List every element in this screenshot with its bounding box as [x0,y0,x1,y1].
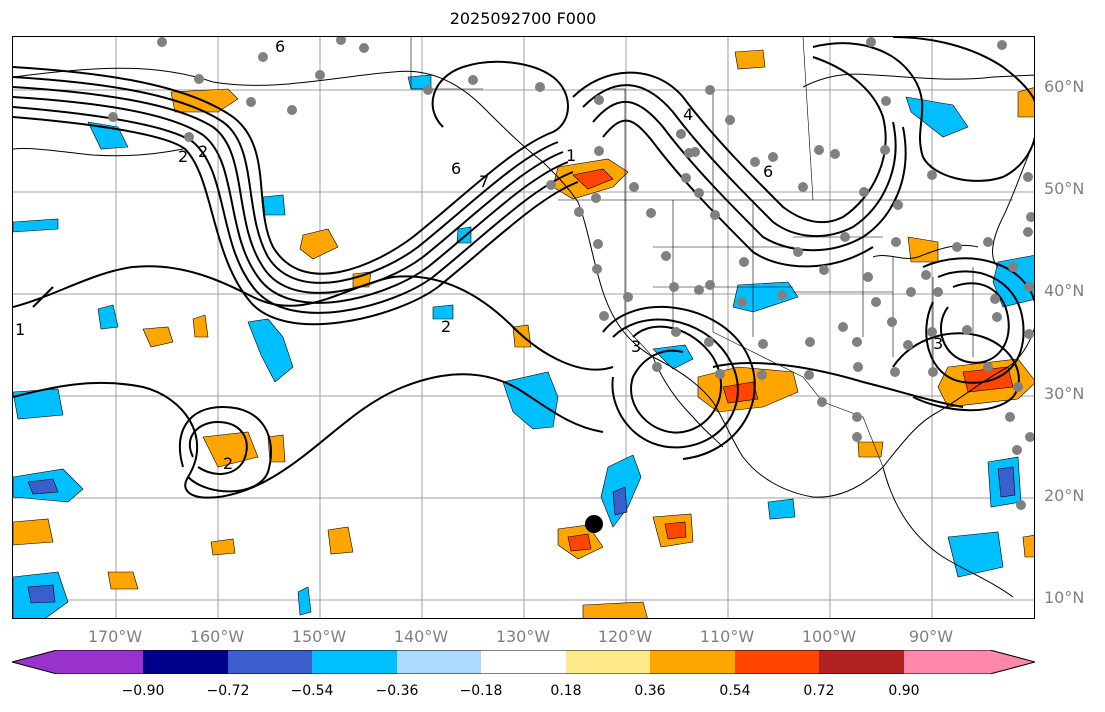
map-title: 2025092700 F000 [449,9,597,28]
colorbar-seg [12,650,143,674]
map-panel[interactable]: 6 2 6 7 1 4 6 2 3 3 2 2 1 [12,36,1035,619]
colorbar-tick: −0.72 [206,683,250,699]
contour-label: 6 [763,162,773,181]
colorbar-seg [819,650,904,674]
political-borders [410,37,1013,468]
contour-label: 7 [479,172,489,191]
lon-label: 110°W [699,627,755,646]
lat-label: 10°N [1044,588,1085,607]
graticule [13,37,1034,618]
contour-label: 3 [933,334,943,353]
colorbar-seg [650,650,735,674]
observation-stations [108,37,1034,510]
colorbar-tick: 0.90 [888,683,920,699]
lat-label: 50°N [1044,179,1085,198]
colorbar-seg [228,650,312,674]
lat-label: 30°N [1044,384,1085,403]
colorbar-seg [312,650,397,674]
colorbar-tick: −0.18 [459,683,503,699]
point-marker [585,515,603,533]
lon-label: 170°W [87,627,143,646]
contour-label: 6 [275,37,285,56]
contour-label: 3 [631,337,641,356]
lon-label: 90°W [908,627,954,646]
lat-label: 60°N [1044,77,1085,96]
lon-label: 100°W [801,627,857,646]
colorbar-tick: 0.54 [719,683,751,699]
colorbar-tick: −0.54 [290,683,334,699]
colorbar-tick: 0.36 [634,683,666,699]
colorbar-seg [143,650,228,674]
lon-label: 160°W [189,627,245,646]
colorbar-seg [566,650,650,674]
height-contours [13,37,1034,499]
colorbar-seg [397,650,481,674]
contour-label: 2 [178,147,188,166]
colorbar-seg [481,650,566,674]
map-canvas: 6 2 6 7 1 4 6 2 3 3 2 2 1 [13,37,1034,618]
coastlines [13,67,1034,598]
contour-label: 1 [15,320,25,339]
colorbar-tick: 0.18 [550,683,582,699]
contour-label: 1 [566,146,576,165]
lat-label: 20°N [1044,486,1085,505]
contour-label: 4 [683,105,693,124]
contour-label: 6 [451,159,461,178]
colorbar-tick: 0.72 [803,683,835,699]
contour-label: 2 [198,142,208,161]
colorbar [12,650,1035,674]
contour-label: 2 [223,454,233,473]
lon-label: 130°W [495,627,551,646]
lat-label: 40°N [1044,281,1085,300]
colorbar-seg [904,650,1035,674]
lon-label: 120°W [597,627,653,646]
colorbar-seg [735,650,819,674]
lon-label: 150°W [291,627,347,646]
lon-label: 140°W [393,627,449,646]
colorbar-tick: −0.36 [375,683,419,699]
colorbar-tick: −0.90 [121,683,165,699]
contour-label: 2 [441,317,451,336]
